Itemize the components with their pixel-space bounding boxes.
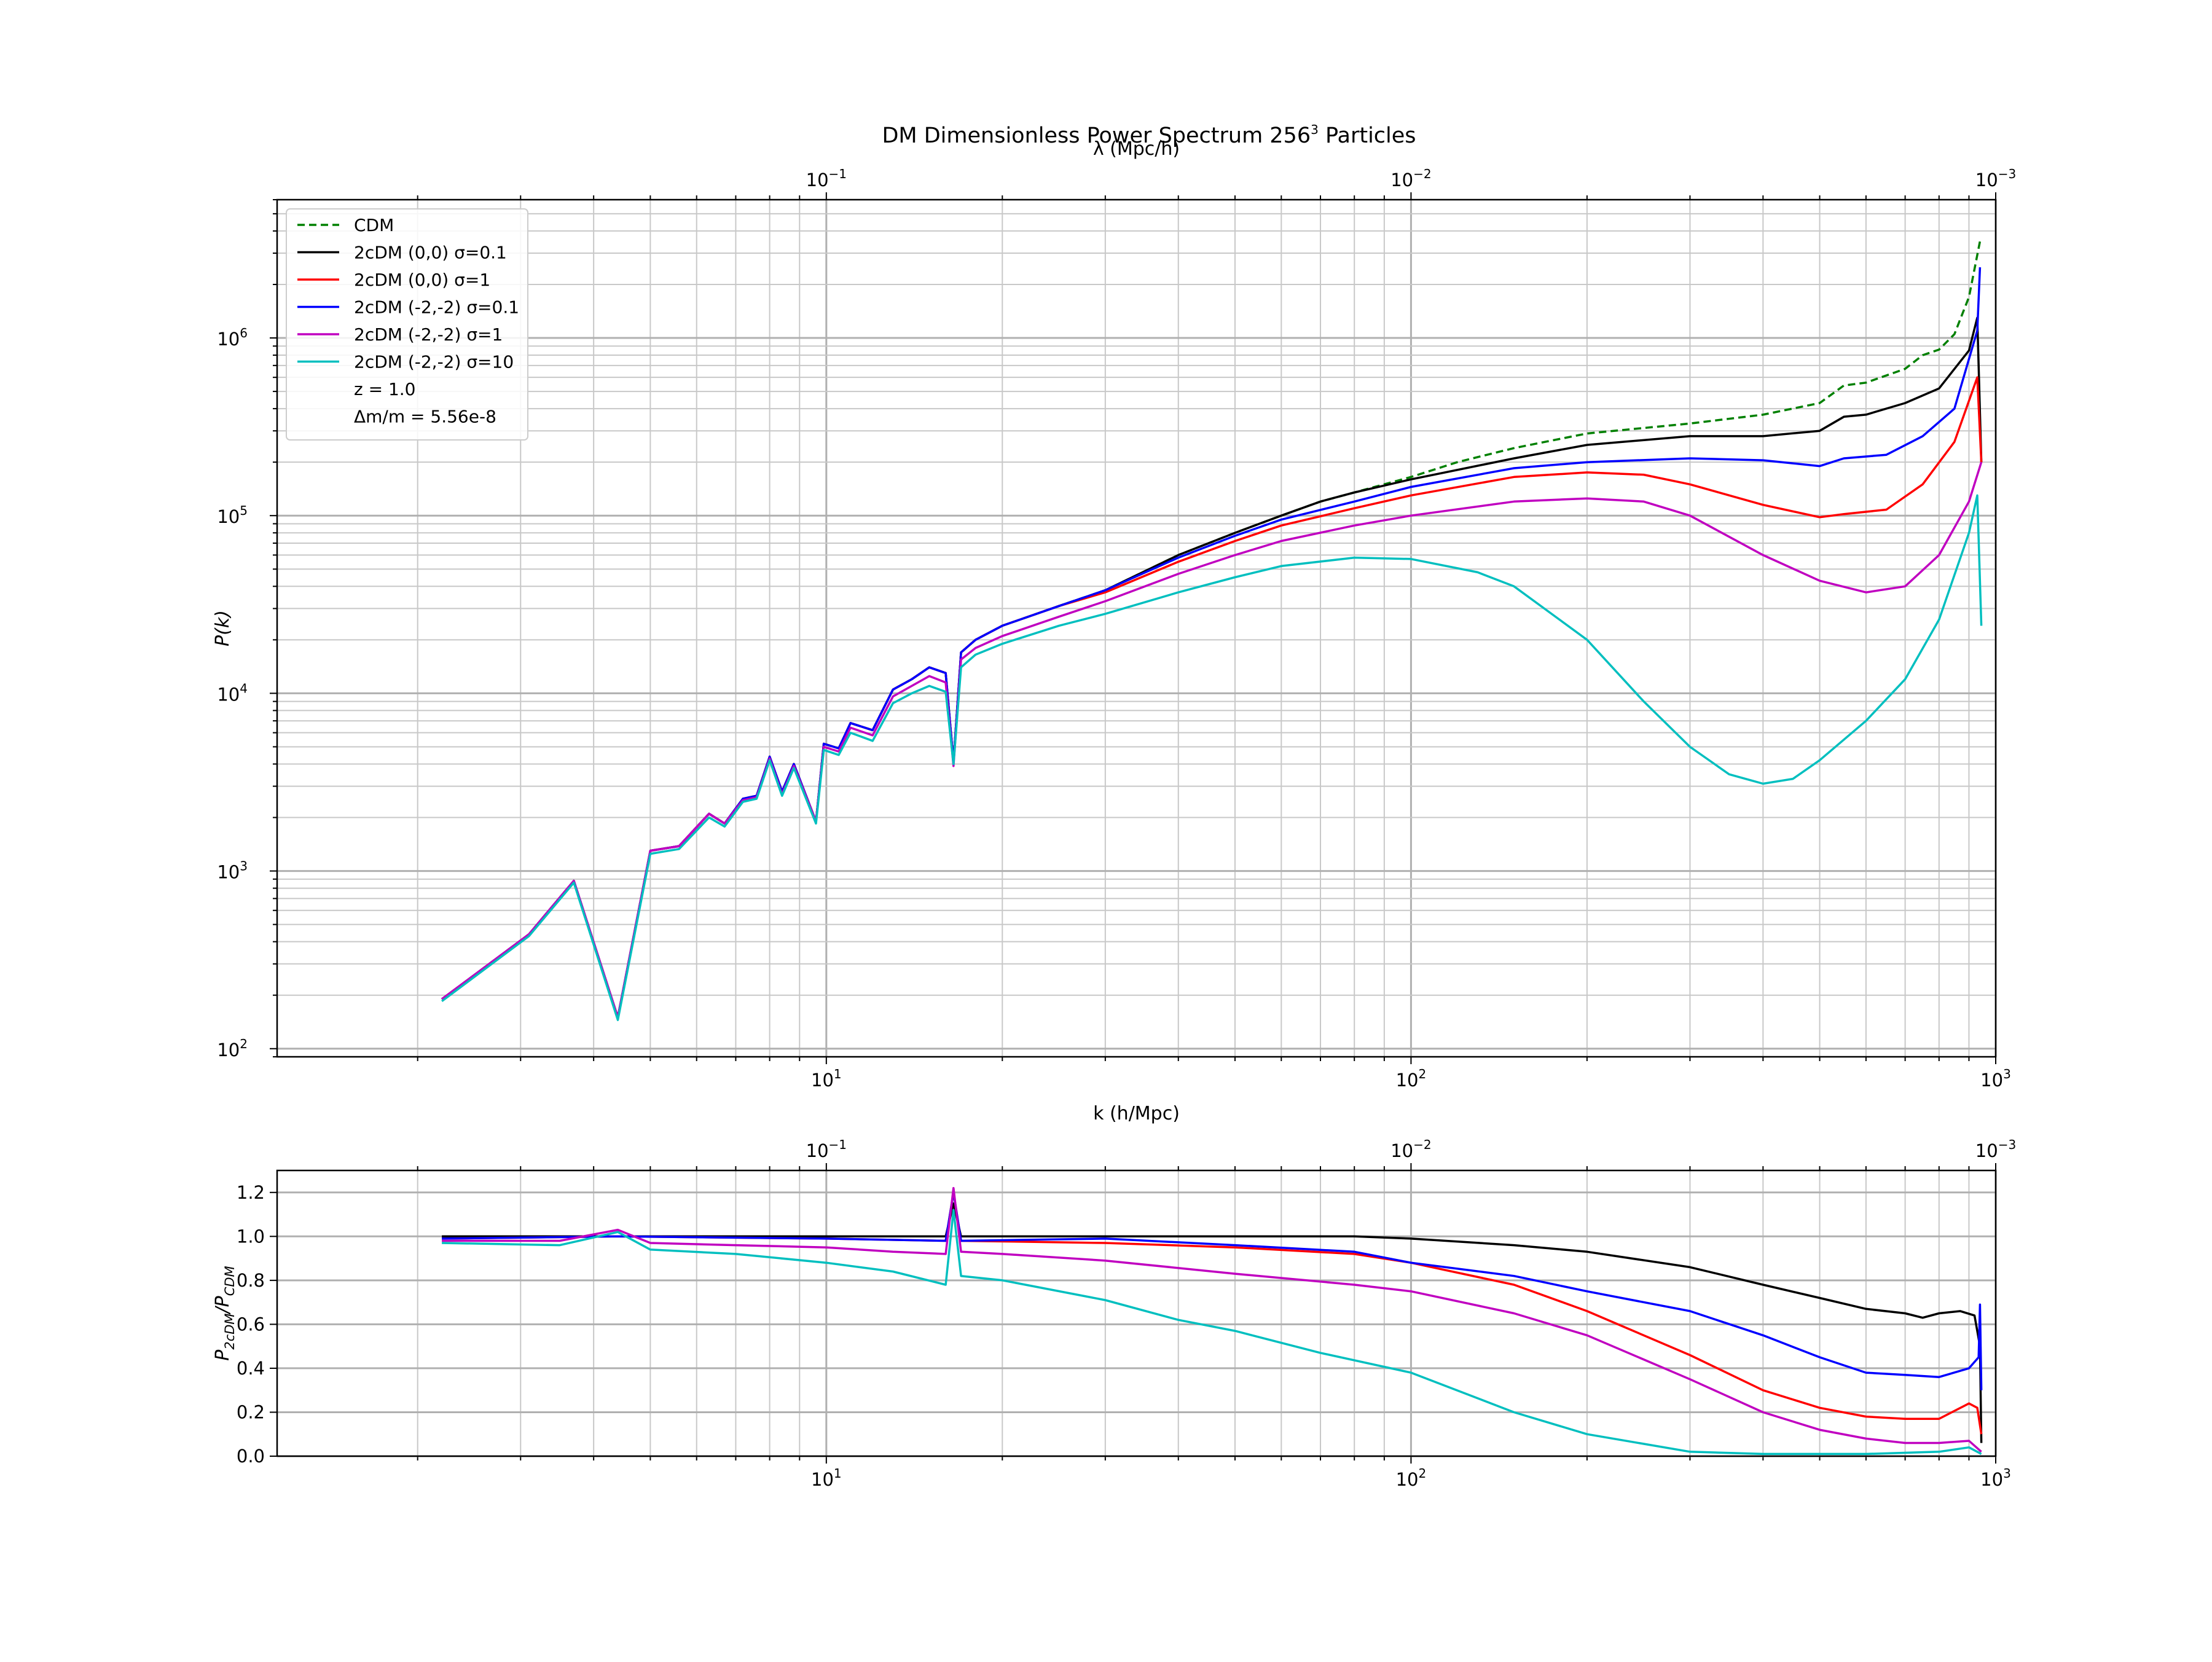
legend-label: 2cDM (0,0) σ=0.1: [354, 243, 507, 263]
top-tick-label: 10−3: [1975, 167, 2016, 190]
legend-box: [286, 208, 528, 441]
legend-annotation: Δm/m = 5.56e-8: [354, 407, 496, 427]
series-line-ratio-3: [442, 1186, 1982, 1453]
top-axis-title: λ (Mpc/h): [1093, 138, 1180, 160]
legend-annotation: z = 1.0: [354, 379, 416, 399]
y-tick-label: 102: [217, 1037, 248, 1060]
legend-label: 2cDM (-2,-2) σ=0.1: [354, 297, 519, 318]
top-tick-label: 10−1: [806, 1137, 847, 1161]
legend-label: 2cDM (-2,-2) σ=10: [354, 352, 514, 372]
x-tick-label: 102: [1396, 1466, 1427, 1490]
top-tick-label: 10−2: [1390, 1137, 1431, 1161]
legend-label: 2cDM (0,0) σ=1: [354, 270, 490, 290]
y-tick-label: 104: [217, 681, 248, 705]
y-tick-label: 0.0: [237, 1446, 265, 1467]
top-tick-label: 10−1: [806, 167, 847, 190]
series-line-power-spectrum-5: [441, 494, 1983, 1021]
ratio-plot: 101 102 103 10−1 10−2 10−3 0.0 0.2 0.4 0.6 0.8 1.0 1…: [212, 1137, 2016, 1490]
top-tick-label: 10−2: [1390, 167, 1431, 190]
grid: [270, 192, 1997, 1064]
top-tick-label: 10−3: [1975, 1137, 2016, 1161]
y-tick-label: 1.0: [237, 1226, 265, 1247]
power-spectrum-plot: 101 102 103 10−1 10−2 10−3 102 103 104 105 106 k (h…: [212, 138, 2016, 1124]
y-tick-label: 103: [217, 859, 248, 883]
legend-label: CDM: [354, 215, 394, 235]
plot-frame: [276, 198, 1997, 1058]
y-axis-title: P2cDM/PCDM: [212, 1266, 237, 1360]
x-axis-title: k (h/Mpc): [1093, 1103, 1180, 1124]
x-tick-label: 102: [1396, 1067, 1427, 1091]
y-tick-label: 0.4: [237, 1358, 265, 1379]
x-tick-label: 103: [1980, 1067, 2011, 1091]
y-tick-label: 1.2: [237, 1182, 265, 1203]
x-tick-label: 101: [811, 1067, 842, 1091]
x-tick-label: 103: [1980, 1466, 2011, 1490]
y-tick-label: 0.8: [237, 1270, 265, 1291]
y-tick-label: 0.6: [237, 1314, 265, 1335]
plot-frame: [276, 1169, 1997, 1457]
y-tick-label: 106: [217, 326, 248, 350]
y-tick-label: 0.2: [237, 1401, 265, 1422]
y-tick-label: 105: [217, 503, 248, 527]
x-tick-label: 101: [811, 1466, 842, 1490]
legend: CDM 2cDM (0,0) σ=0.1 2cDM (0,0) σ=1 2cDM (-…: [286, 208, 528, 441]
legend-label: 2cDM (-2,-2) σ=1: [354, 324, 503, 345]
y-axis-title: P(k): [212, 610, 233, 646]
chart-title: DM Dimensionless Power Spectrum 2563 Par…: [882, 122, 1416, 148]
series-group: [441, 241, 1983, 1021]
series-line-ratio-4: [442, 1209, 1982, 1456]
series-group: [442, 1186, 1983, 1456]
